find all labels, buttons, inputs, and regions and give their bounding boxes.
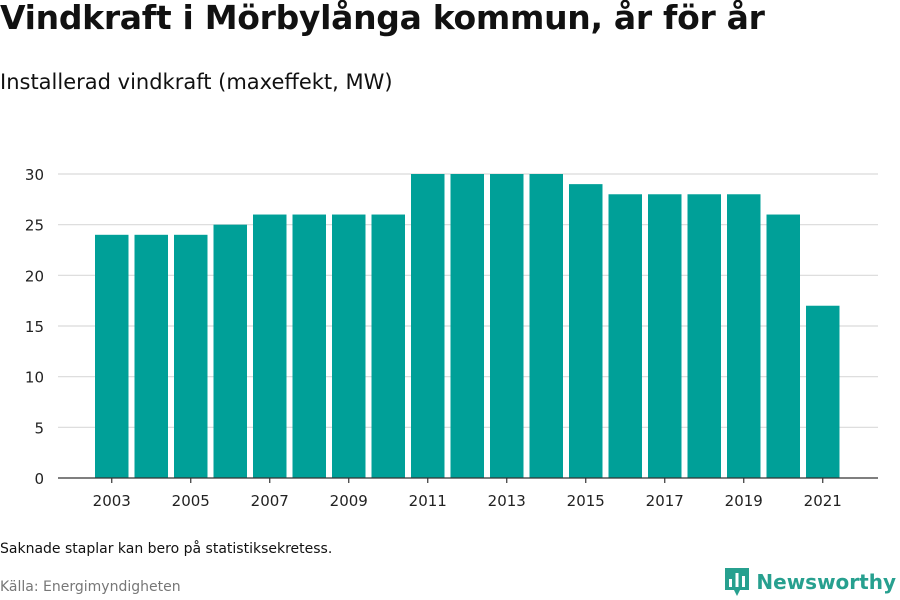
bar-2004 bbox=[134, 234, 168, 478]
brand-name: Newsworthy bbox=[756, 570, 896, 594]
bar-2007 bbox=[253, 214, 287, 478]
x-tick-label: 2007 bbox=[251, 492, 289, 510]
bar-2012 bbox=[450, 174, 484, 478]
brand-logo[interactable]: Newsworthy bbox=[724, 567, 896, 597]
y-tick-label: 0 bbox=[34, 470, 44, 488]
bar-2015 bbox=[569, 184, 603, 478]
chart-subtitle: Installerad vindkraft (maxeffekt, MW) bbox=[0, 70, 393, 94]
bar-2003 bbox=[95, 234, 129, 478]
bar-2006 bbox=[213, 224, 247, 478]
x-tick-label: 2019 bbox=[725, 492, 763, 510]
bar-2008 bbox=[292, 214, 326, 478]
x-tick-label: 2005 bbox=[172, 492, 210, 510]
bar-2021 bbox=[806, 305, 840, 478]
bar-2005 bbox=[174, 234, 208, 478]
source-line: Källa: Energimyndigheten bbox=[0, 579, 181, 595]
bar-2013 bbox=[490, 174, 524, 478]
x-tick-label: 2021 bbox=[804, 492, 842, 510]
y-tick-label: 20 bbox=[25, 267, 44, 285]
x-tick-label: 2009 bbox=[330, 492, 368, 510]
x-tick-label: 2011 bbox=[409, 492, 447, 510]
bar-2020 bbox=[766, 214, 800, 478]
bar-2019 bbox=[727, 194, 761, 478]
footnote: Saknade staplar kan bero på statistiksek… bbox=[0, 541, 333, 557]
x-tick-label: 2003 bbox=[93, 492, 131, 510]
bar-2014 bbox=[529, 174, 563, 478]
y-tick-label: 10 bbox=[25, 369, 44, 387]
bar-2018 bbox=[687, 194, 721, 478]
bar-chart: 0 5 10 15 20 25 30 2003 2005 2007 2009 2011 2013 2015… bbox=[25, 166, 878, 510]
y-tick-label: 5 bbox=[34, 419, 44, 437]
bar-2010 bbox=[371, 214, 405, 478]
x-tick-label: 2013 bbox=[488, 492, 526, 510]
chart-title: Vindkraft i Mörbylånga kommun, år för år bbox=[0, 0, 765, 37]
y-tick-label: 25 bbox=[25, 217, 44, 235]
bar-2009 bbox=[332, 214, 366, 478]
y-tick-label: 30 bbox=[25, 166, 44, 184]
x-tick-label: 2017 bbox=[646, 492, 684, 510]
bar-2011 bbox=[411, 174, 445, 478]
newsworthy-logo-icon bbox=[725, 568, 750, 596]
x-tick-label: 2015 bbox=[567, 492, 605, 510]
y-tick-label: 15 bbox=[25, 318, 44, 336]
bar-2016 bbox=[608, 194, 642, 478]
bar-2017 bbox=[648, 194, 682, 478]
